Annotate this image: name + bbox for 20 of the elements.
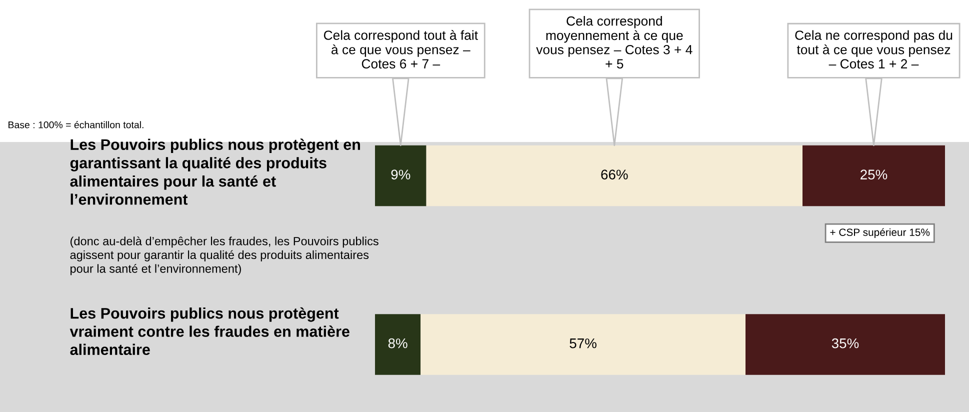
bar [375, 314, 421, 375]
bar [420, 314, 746, 375]
bar [426, 145, 802, 206]
data-label: 25% [860, 170, 888, 180]
text: Base : 100% = échantillon total. [8, 121, 144, 128]
annotation: + CSP supérieur 15% [830, 228, 930, 238]
text: Cela correspond tout à fait à ce que vous pensez – Cotes 6 + 7 – [324, 30, 478, 69]
data-label: 66% [601, 170, 628, 180]
text: Cela ne correspond pas du tout à ce que vous pensez – Cotes 1 + 2 – [795, 30, 952, 69]
data-label: 35% [832, 338, 859, 348]
bar [375, 145, 426, 206]
bar [746, 314, 945, 375]
y-tick-label: Les Pouvoirs publics nous protègent en garantissant la qualité des produits alimentaires pour la santé et l’environnement [70, 138, 360, 205]
text: Cela correspond moyennement à ce que vous pensez – Cotes 3 + 4 + 5 [536, 16, 692, 69]
annotation: (donc au-delà d’empêcher les fraudes, les Pouvoirs publics agissent pour garantir la qualité des produits alimentaires pour la santé et l’environnement) [70, 236, 378, 276]
y-tick-label: Les Pouvoirs publics nous protègent vraiment contre les fraudes en matière alimentaire [70, 307, 350, 356]
data-label: 9% [391, 170, 410, 180]
data-label: 8% [388, 338, 408, 348]
bar [802, 145, 945, 206]
data-label: 57% [570, 338, 596, 348]
